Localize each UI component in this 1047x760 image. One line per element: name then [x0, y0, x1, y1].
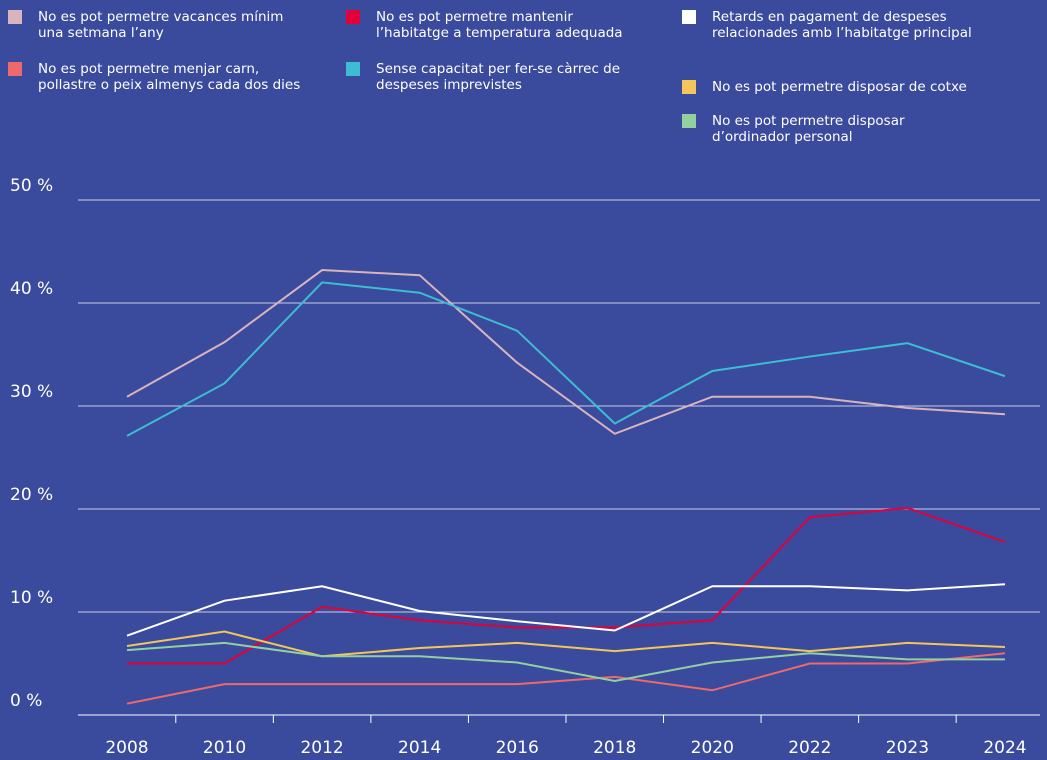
y-tick-label: 30 % [10, 382, 53, 402]
line-series [126, 641, 1005, 683]
legend-swatch [682, 80, 696, 94]
legend-swatch [682, 114, 696, 128]
legend-swatch [8, 10, 22, 24]
line-series [126, 630, 1005, 658]
x-tick-label: 2022 [788, 738, 831, 758]
legend-label: No es pot permetre mantenir l’habitatge … [376, 9, 623, 41]
x-tick-label: 2023 [886, 738, 929, 758]
y-tick-label: 40 % [10, 279, 53, 299]
x-tick-label: 2020 [691, 738, 734, 758]
y-tick-label: 50 % [10, 176, 53, 196]
line-series [126, 281, 1006, 437]
x-tick-label: 2012 [300, 738, 343, 758]
x-tick-label: 2024 [983, 738, 1026, 758]
legend-label: Sense capacitat per fer-se càrrec de des… [376, 61, 621, 93]
line-series [126, 583, 1006, 637]
line-series [126, 269, 1006, 435]
line-series [126, 652, 1006, 705]
x-tick-label: 2018 [593, 738, 636, 758]
legend-label: No es pot permetre vacances mínim una se… [38, 9, 284, 41]
legend-swatch [346, 62, 360, 76]
line-series [127, 506, 1006, 665]
y-tick-label: 0 % [10, 691, 42, 711]
legend-swatch [682, 10, 696, 24]
y-tick-label: 10 % [10, 588, 53, 608]
legend-label: No es pot permetre disposar de cotxe [712, 79, 967, 95]
x-tick-label: 2016 [496, 738, 539, 758]
legend-swatch [8, 62, 22, 76]
legend-label: No es pot permetre disposar d’ordinador … [712, 113, 905, 145]
legend-label: No es pot permetre menjar carn, pollastr… [38, 61, 301, 93]
legend-swatch [346, 10, 360, 24]
x-tick-label: 2014 [398, 738, 441, 758]
x-tick-label: 2010 [203, 738, 246, 758]
y-tick-label: 20 % [10, 485, 53, 505]
x-tick-label: 2008 [105, 738, 148, 758]
legend-label: Retards en pagament de despeses relacion… [712, 9, 972, 41]
